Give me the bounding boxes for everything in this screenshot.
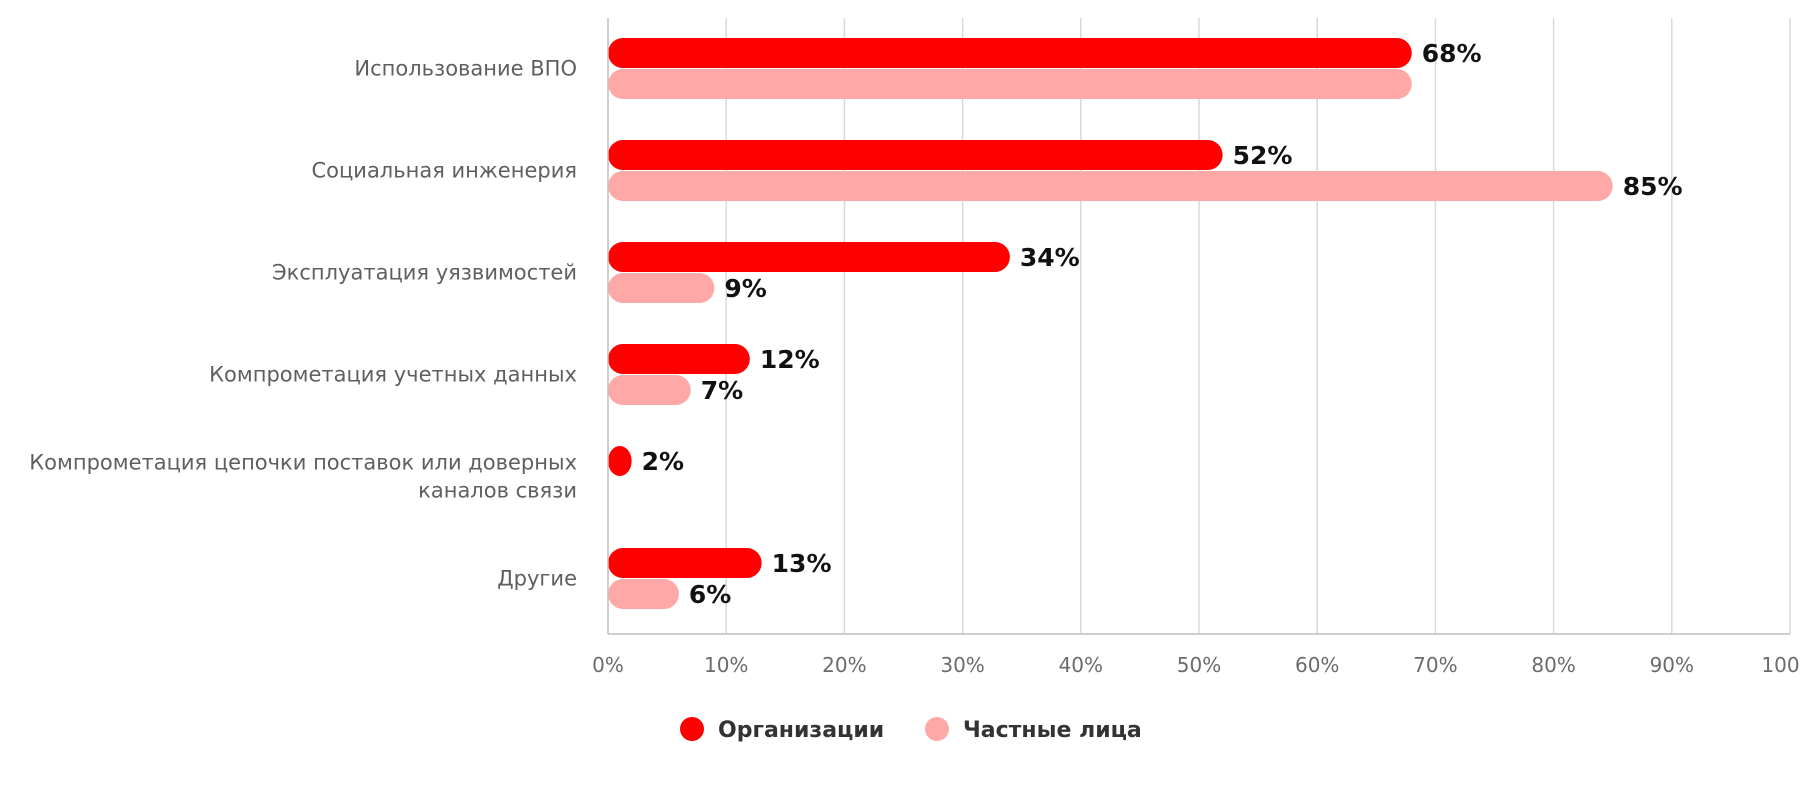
bar-individuals (608, 69, 1412, 99)
legend-marker[interactable] (925, 717, 949, 741)
bar-individuals (608, 579, 679, 609)
x-tick-label: 90% (1650, 653, 1694, 677)
category-label-line: Социальная инженерия (311, 159, 577, 183)
bars (608, 38, 1613, 609)
labels: 0% 10% 20% 30% 40% 50% 60% 70% 80% 90% 100% 68% Испо… (29, 39, 1800, 677)
gridlines (725, 18, 1791, 634)
x-tick-label: 60% (1295, 653, 1339, 677)
x-tick-label: 0% (592, 653, 624, 677)
bar-organizations (608, 242, 1010, 272)
axes (607, 18, 1790, 635)
data-label: 85% (1623, 172, 1683, 201)
x-tick-label: 70% (1413, 653, 1457, 677)
data-label: 7% (701, 376, 743, 405)
bar-organizations (608, 548, 762, 578)
category-label-line: Компрометация учетных данных (209, 363, 577, 387)
data-label: 2% (642, 447, 684, 476)
category-label-line: Эксплуатация уязвимостей (272, 261, 577, 285)
data-label: 13% (772, 549, 832, 578)
legend[interactable]: Организации Частные лица (680, 717, 1142, 743)
legend-marker[interactable] (680, 717, 704, 741)
bar-organizations (608, 140, 1223, 170)
legend-label[interactable]: Частные лица (963, 718, 1142, 743)
data-label: 34% (1020, 243, 1080, 272)
category-label: Использование ВПО (354, 57, 577, 81)
bar-individuals (608, 375, 691, 405)
bar-organizations (608, 38, 1412, 68)
data-label: 12% (760, 345, 820, 374)
x-tick-label: 30% (940, 653, 984, 677)
x-tick-label: 20% (822, 653, 866, 677)
x-tick-label: 80% (1531, 653, 1575, 677)
category-label: Другие (497, 567, 577, 591)
category-label-line: Другие (497, 567, 577, 591)
category-label: Социальная инженерия (311, 159, 577, 183)
bar-organizations (608, 446, 632, 476)
data-label: 68% (1422, 39, 1482, 68)
x-tick-label: 40% (1059, 653, 1103, 677)
x-tick-label: 50% (1177, 653, 1221, 677)
data-label: 6% (689, 580, 731, 609)
category-label: Компрометация учетных данных (209, 363, 577, 387)
category-label: Компрометация цепочки поставок или довер… (29, 451, 577, 503)
bar-organizations (608, 344, 750, 374)
category-label-line: Использование ВПО (354, 57, 577, 81)
x-tick-label: 100% (1761, 653, 1800, 677)
data-label: 9% (724, 274, 766, 303)
x-tick-label: 10% (704, 653, 748, 677)
category-label-line: Компрометация цепочки поставок или довер… (29, 451, 577, 475)
legend-label[interactable]: Организации (718, 718, 884, 743)
category-label-line: каналов связи (418, 479, 577, 503)
bar-individuals (608, 171, 1613, 201)
category-label: Эксплуатация уязвимостей (272, 261, 577, 285)
data-label: 52% (1233, 141, 1293, 170)
bar-individuals (608, 273, 715, 303)
